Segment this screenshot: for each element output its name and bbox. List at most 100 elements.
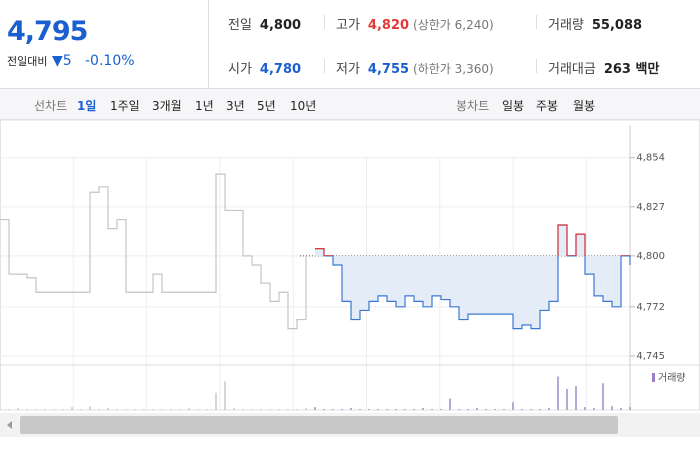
separator	[324, 59, 325, 73]
volume-bar	[197, 409, 199, 410]
stat-label: 저가	[336, 62, 360, 77]
line-chart-label: 선차트	[34, 99, 68, 113]
volume-bar	[413, 409, 415, 410]
volume-bar	[0, 409, 1, 410]
volume-bar	[431, 409, 433, 410]
volume-bar	[350, 408, 352, 410]
volume-bar	[494, 409, 496, 410]
volume-bar	[485, 409, 487, 410]
period-button[interactable]: 5년	[257, 99, 276, 113]
y-tick-label: 4,854	[636, 153, 665, 164]
stats-row: 전일 4,800 고가 4,820 (상한가 6,240) 거래량 55,088	[208, 0, 700, 44]
volume-bar	[224, 381, 226, 410]
stat: 고가 4,820 (상한가 6,240)	[336, 14, 494, 33]
stat: 거래량 55,088	[548, 14, 642, 33]
stat-value: 263 백만	[603, 62, 660, 77]
period-button[interactable]: 1주일	[110, 99, 140, 113]
volume-bar	[566, 388, 568, 410]
change: 전일대비 ▼5 -0.10%	[7, 53, 135, 69]
period-button[interactable]: 1년	[195, 99, 214, 113]
volume-bar	[377, 409, 379, 410]
period-button[interactable]: 10년	[290, 99, 317, 113]
price-box: 4,795 전일대비 ▼5 -0.10%	[0, 0, 209, 88]
stat-value: 4,820	[367, 18, 410, 33]
stat: 저가 4,755 (하한가 3,360)	[336, 58, 494, 77]
stats-row: 시가 4,780 저가 4,755 (하한가 3,360) 거래대금 263 백만	[208, 44, 700, 88]
volume-bar	[296, 409, 298, 410]
volume-bar	[89, 406, 91, 410]
stat-value: 55,088	[591, 18, 643, 33]
volume-bar	[269, 409, 271, 410]
y-tick-label: 4,745	[636, 351, 665, 362]
toolbar: 선차트 1일 1주일 3개월 1년 3년 5년 10년 봉차트 일봉 주봉 월봉	[0, 89, 700, 120]
volume-bar	[584, 407, 586, 410]
volume-bar	[8, 409, 10, 410]
volume-bar	[278, 409, 280, 410]
volume-bar	[323, 409, 325, 410]
volume-bar	[467, 409, 469, 410]
y-tick-label: 4,800	[636, 251, 665, 262]
volume-bar	[17, 408, 19, 410]
volume-bar	[359, 409, 361, 410]
volume-bar	[404, 409, 406, 410]
volume-bar	[557, 376, 559, 410]
period-button[interactable]: 3년	[226, 99, 245, 113]
stat: 거래대금 263 백만	[548, 58, 659, 77]
stat-label: 거래량	[548, 18, 584, 33]
stat: 시가 4,780	[228, 58, 301, 77]
separator	[324, 15, 325, 29]
volume-bar	[512, 402, 514, 410]
volume-bar	[134, 409, 136, 410]
stat-value: 4,800	[259, 18, 302, 33]
stat-value: 4,780	[259, 62, 302, 77]
volume-bar	[98, 409, 100, 410]
separator	[536, 15, 537, 29]
stat-note: (상한가 6,240)	[413, 18, 494, 32]
candle-button[interactable]: 월봉	[573, 99, 596, 113]
change-label: 전일대비	[7, 55, 48, 68]
scroll-thumb[interactable]	[20, 416, 618, 434]
change-pct: -0.10%	[85, 53, 135, 69]
volume-bar	[53, 409, 55, 410]
volume-bar	[305, 408, 307, 410]
volume-bar	[332, 409, 334, 410]
stat-label: 거래대금	[548, 62, 596, 77]
stat-value: 4,755	[367, 62, 410, 77]
stat: 전일 4,800	[228, 14, 301, 33]
volume-bar	[116, 409, 118, 410]
volume-bar	[143, 409, 145, 410]
volume-bar	[458, 409, 460, 410]
volume-bar	[35, 409, 37, 410]
volume-bar	[71, 407, 73, 410]
volume-bar	[503, 409, 505, 410]
volume-bar	[422, 408, 424, 410]
volume-bar	[575, 386, 577, 410]
volume-bar	[602, 383, 604, 410]
volume-bar	[530, 409, 532, 410]
volume-bar	[449, 398, 451, 410]
volume-bar	[611, 406, 613, 410]
volume-bar	[161, 409, 163, 410]
volume-bar	[251, 409, 253, 410]
volume-bar	[620, 408, 622, 410]
volume-bar	[395, 409, 397, 410]
candle-button[interactable]: 일봉	[502, 99, 525, 113]
y-tick-label: 4,827	[636, 202, 665, 213]
legend-swatch	[652, 373, 655, 382]
stat-label: 고가	[336, 18, 360, 33]
volume-bar	[386, 409, 388, 410]
volume-bar	[188, 408, 190, 410]
volume-bar	[125, 409, 127, 410]
period-button[interactable]: 3개월	[152, 99, 182, 113]
price-line-up	[315, 224, 630, 256]
quote-panel: 4,795 전일대비 ▼5 -0.10% 전일 4,800 고가 4,820 (상한가 …	[0, 0, 700, 89]
change-value: 5	[62, 53, 72, 69]
candle-button[interactable]: 주봉	[536, 99, 559, 113]
scroll-left[interactable]	[7, 421, 12, 429]
candle-chart-label: 봉차트	[456, 99, 490, 113]
period-button[interactable]: 1일	[77, 99, 97, 113]
separator	[536, 59, 537, 73]
volume-bar	[287, 409, 289, 410]
volume-bar	[368, 409, 370, 410]
